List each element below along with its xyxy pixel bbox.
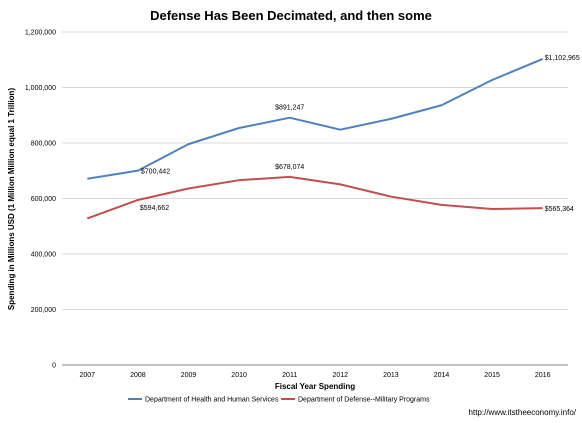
x-tick-label: 2016 (535, 372, 551, 379)
x-tick-label: 2015 (484, 372, 500, 379)
data-label: $891,247 (275, 105, 304, 112)
y-tick-label: 400,000 (31, 252, 56, 259)
y-axis-label: Spending in Millions USD (1 Million Mill… (7, 88, 16, 311)
y-tick-label: 0 (52, 363, 56, 370)
x-tick-label: 2011 (282, 372, 297, 379)
x-tick-label: 2009 (181, 372, 197, 379)
data-label: $678,074 (275, 164, 304, 171)
series-lines (86, 58, 544, 220)
y-tick-label: 1,200,000 (25, 30, 56, 37)
chart-title: Defense Has Been Decimated, and then som… (150, 8, 432, 23)
x-tick-label: 2013 (383, 372, 399, 379)
x-axis-label: Fiscal Year Spending (275, 382, 355, 391)
data-labels: $700,442 $891,247 $1,102,965 $594,662 $678,0… (140, 55, 580, 213)
x-axis-ticks: 2007 2008 2009 2010 2011 2012 2013 2014 2015 2016 (80, 372, 551, 379)
legend-label: Department of Health and Human Services (145, 397, 279, 404)
y-tick-label: 600,000 (31, 196, 56, 203)
x-tick-label: 2008 (130, 372, 146, 379)
series-line-2 (86, 175, 543, 220)
data-label: $700,442 (141, 169, 170, 176)
y-axis-ticks: 0 200,000 400,000 600,000 800,000 1,000,000 1,… (25, 30, 56, 370)
source-url[interactable]: http://www.itstheeconomy.info/ (469, 408, 577, 417)
data-label: $594,662 (140, 205, 169, 212)
data-label: $565,364 (545, 206, 574, 213)
series-line-1 (87, 58, 544, 180)
y-tick-label: 800,000 (31, 141, 56, 148)
y-tick-label: 1,000,000 (25, 85, 56, 92)
x-tick-label: 2014 (434, 372, 450, 379)
x-tick-label: 2010 (231, 372, 247, 379)
legend-label: Department of Defense--Military Programs (298, 397, 430, 404)
legend: Department of Health and Human Services D… (128, 397, 430, 404)
x-tick-label: 2012 (333, 372, 349, 379)
x-tick-label: 2007 (80, 372, 96, 379)
y-tick-label: 200,000 (31, 307, 56, 314)
data-label: $1,102,965 (545, 55, 580, 62)
